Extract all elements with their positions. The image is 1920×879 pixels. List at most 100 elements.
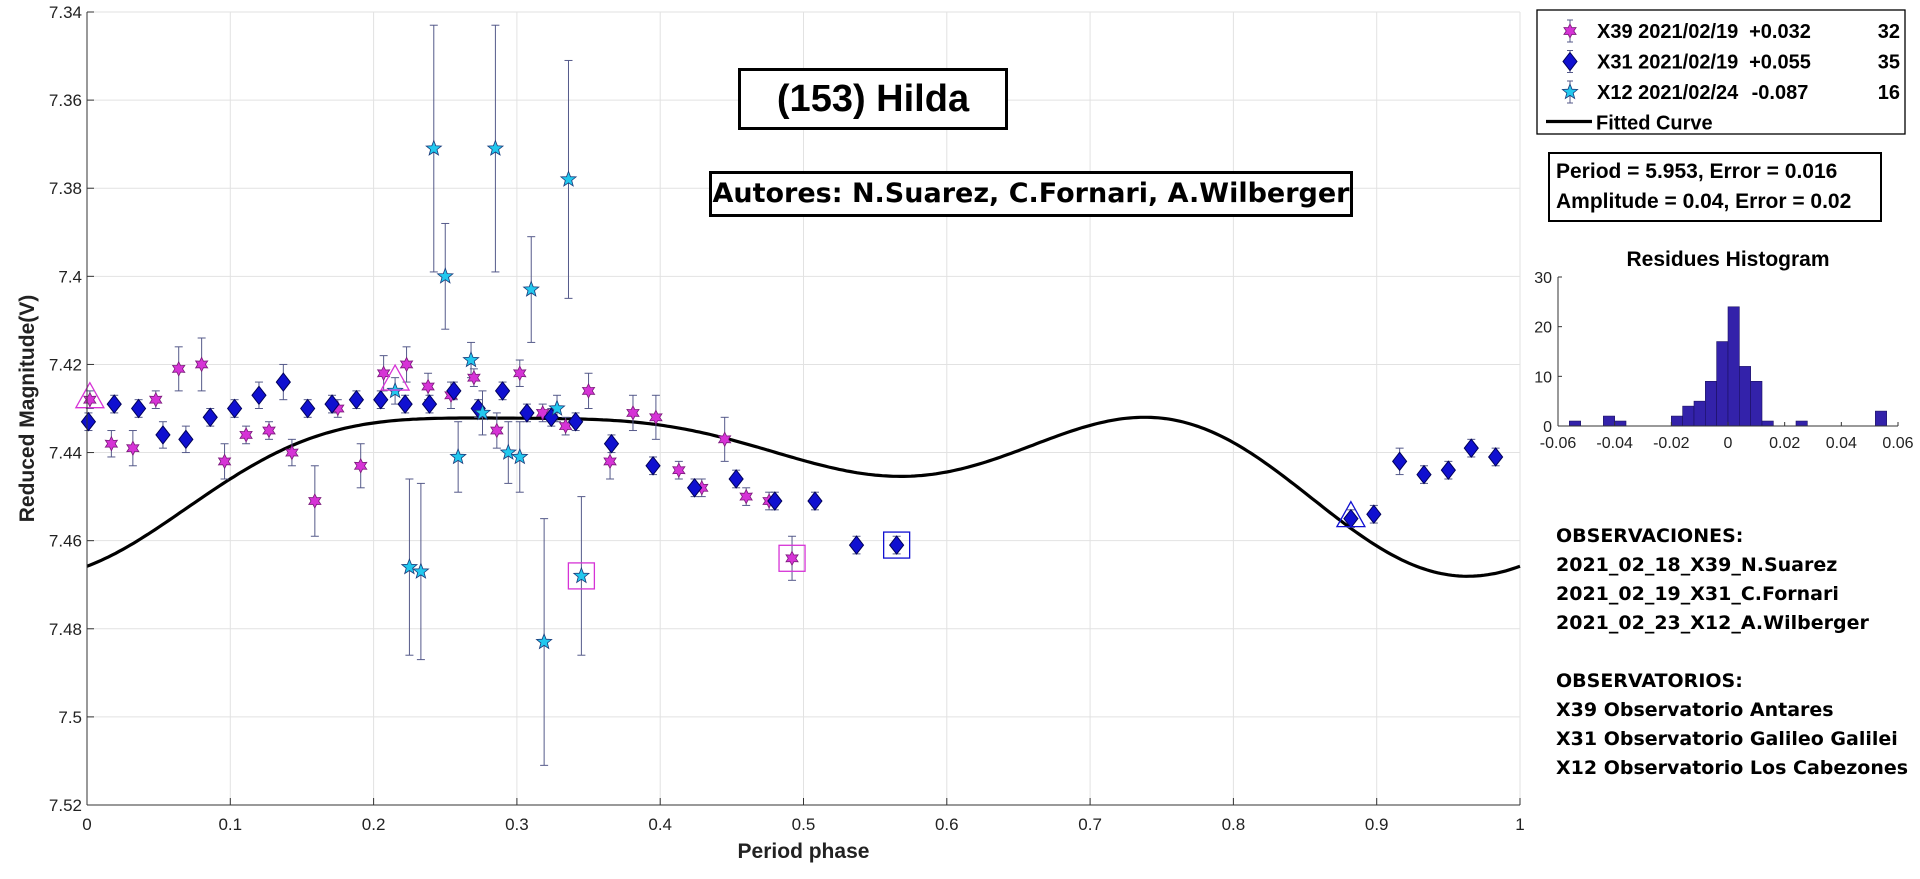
data-point xyxy=(353,457,368,474)
observatory-line: X31 Observatorio Galileo Galilei xyxy=(1556,728,1898,750)
data-point xyxy=(1416,464,1432,485)
y-tick-label: 7.48 xyxy=(49,620,82,639)
data-point xyxy=(348,389,365,410)
x-axis-label: Period phase xyxy=(738,840,870,863)
data-point xyxy=(467,369,481,386)
data-point xyxy=(490,422,504,439)
data-point xyxy=(275,372,291,392)
main-plot-grid xyxy=(86,11,1521,806)
data-point xyxy=(522,280,540,297)
data-point xyxy=(645,455,661,476)
data-point xyxy=(559,170,578,187)
histogram-bar xyxy=(1682,405,1695,427)
x-tick-label: 0.1 xyxy=(218,815,242,834)
legend-count: 32 xyxy=(1878,21,1900,43)
histogram-y-tick-label: 0 xyxy=(1543,419,1552,436)
y-tick-label: 7.46 xyxy=(49,532,82,551)
data-point xyxy=(425,139,443,156)
authors-text: Autores: N.Suarez, C.Fornari, A.Wilberge… xyxy=(712,178,1350,209)
histogram-x-tick-label: 0.02 xyxy=(1769,435,1800,452)
histogram-bar xyxy=(1693,400,1706,427)
data-point xyxy=(581,383,596,399)
x-tick-label: 0.7 xyxy=(1078,815,1102,834)
x-tick-label: 0.9 xyxy=(1365,815,1389,834)
x-tick-label: 0.6 xyxy=(935,815,959,834)
legend-entry: X39 2021/02/19 +0.032 32 xyxy=(1563,19,1900,43)
data-point xyxy=(739,488,753,505)
data-point xyxy=(148,391,163,408)
data-point xyxy=(178,429,194,450)
histogram-x-tick-label: -0.02 xyxy=(1653,435,1690,452)
y-tick-label: 7.5 xyxy=(58,708,82,727)
histogram-bar xyxy=(1569,420,1581,427)
data-point xyxy=(421,394,438,414)
data-point xyxy=(535,632,553,650)
data-point xyxy=(251,385,267,406)
legend-offset: +0.055 xyxy=(1749,52,1811,74)
highlight-markers-layer xyxy=(74,363,1367,590)
data-point xyxy=(308,493,322,509)
highlight-square xyxy=(567,562,596,590)
highlight-triangle xyxy=(74,381,105,409)
y-tick-label: 7.44 xyxy=(49,444,82,463)
data-point xyxy=(202,407,218,428)
data-point xyxy=(1463,438,1479,458)
highlight-triangle xyxy=(379,363,411,391)
y-tick-label: 7.52 xyxy=(49,796,82,815)
histogram-x-tick-label: 0 xyxy=(1724,435,1733,452)
legend-marker xyxy=(1561,82,1579,100)
observatory-line: X12 Observatorio Los Cabezones xyxy=(1556,757,1909,779)
observations-notes: OBSERVACIONES: 2021_02_18_X39_N.Suarez 2… xyxy=(1556,522,1869,638)
x-tick-label: 0.2 xyxy=(362,815,386,834)
histogram-x-tick-label: 0.06 xyxy=(1882,435,1913,452)
y-tick-label: 7.4 xyxy=(58,267,82,286)
observation-line: 2021_02_19_X31_C.Fornari xyxy=(1556,583,1839,605)
legend-marker xyxy=(1563,23,1577,39)
data-point xyxy=(626,405,640,421)
observatory-line: X39 Observatorio Antares xyxy=(1556,699,1834,721)
data-point xyxy=(889,535,905,555)
observation-line: 2021_02_18_X39_N.Suarez xyxy=(1556,554,1838,576)
y-axis-label: Reduced Magnitude(V) xyxy=(16,295,39,523)
legend-entry: X12 2021/02/24 -0.087 16 xyxy=(1561,80,1900,104)
data-point xyxy=(446,381,462,401)
data-point xyxy=(473,403,492,421)
data-point xyxy=(400,557,419,575)
data-point xyxy=(262,422,276,439)
data-point xyxy=(494,381,511,401)
data-point xyxy=(1343,508,1359,529)
data-point xyxy=(83,391,97,408)
data-point xyxy=(728,469,744,489)
histogram-title: Residues Histogram xyxy=(1626,248,1829,271)
data-point xyxy=(717,431,732,448)
data-point xyxy=(1440,460,1456,480)
y-tick-label: 7.38 xyxy=(49,179,82,198)
data-point xyxy=(848,535,865,555)
data-point xyxy=(373,389,389,410)
x-tick-label: 1 xyxy=(1515,815,1524,834)
x-tick-label: 0.5 xyxy=(792,815,816,834)
data-point xyxy=(535,405,550,421)
data-point xyxy=(80,411,97,432)
data-point xyxy=(512,365,527,382)
data-point xyxy=(194,356,209,373)
legend-offset: +0.032 xyxy=(1749,21,1811,43)
data-point xyxy=(104,435,119,452)
data-point xyxy=(462,350,480,368)
observations-heading: OBSERVACIONES: xyxy=(1556,525,1744,547)
data-point xyxy=(672,462,686,479)
data-point xyxy=(486,139,505,156)
amplitude-info: Amplitude = 0.04, Error = 0.02 xyxy=(1556,190,1852,213)
histogram-bar xyxy=(1671,415,1683,427)
data-point xyxy=(568,411,584,432)
data-point xyxy=(1366,504,1382,525)
histogram-y-tick-label: 20 xyxy=(1534,320,1552,337)
authors-box: Autores: N.Suarez, C.Fornari, A.Wilberge… xyxy=(709,171,1353,217)
data-point xyxy=(285,444,299,461)
legend-label: X12 2021/02/24 xyxy=(1597,82,1739,104)
histogram-bar xyxy=(1739,366,1751,427)
histogram-bar xyxy=(1761,420,1774,427)
data-point xyxy=(171,361,186,377)
observation-line: 2021_02_23_X12_A.Wilberger xyxy=(1556,612,1869,634)
